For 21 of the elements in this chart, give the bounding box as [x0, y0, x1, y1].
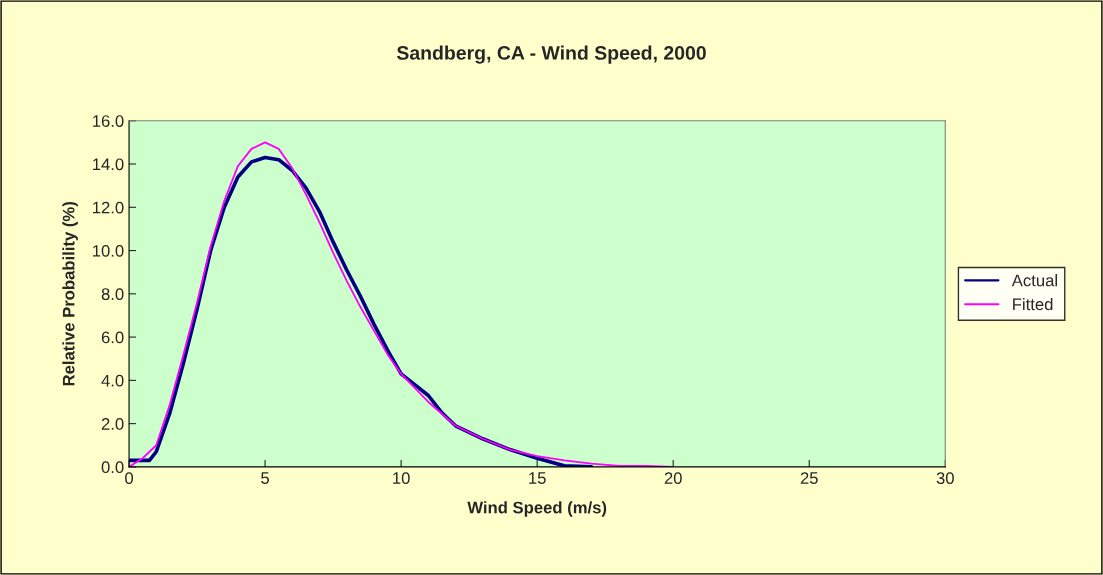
x-tick-label: 10 [393, 472, 410, 484]
y-tick-label: 10.0 [93, 244, 124, 257]
y-tick-label: 6.0 [101, 331, 124, 344]
x-tick-label: 20 [664, 472, 682, 484]
y-tick-label: 12.0 [93, 201, 124, 214]
y-tick-label: 2.0 [101, 418, 124, 430]
x-axis-title: Wind Speed (m/s) [467, 501, 607, 517]
x-tick-label: 30 [936, 472, 954, 484]
x-tick-label: 5 [261, 472, 270, 484]
legend-label: Fitted [1013, 297, 1053, 311]
y-axis-title: Relative Probability (%) [62, 202, 78, 386]
y-tick-label: 14.0 [93, 158, 124, 171]
y-tick-label: 0.0 [101, 461, 124, 474]
legend-label: Actual [1011, 274, 1057, 287]
x-tick-label: 0 [125, 472, 134, 484]
chart-title: Sandberg, CA - Wind Speed, 2000 [396, 45, 706, 64]
y-tick-label: 16.0 [93, 115, 124, 127]
y-tick-label: 8.0 [101, 288, 124, 301]
y-tick-label: 4.0 [101, 374, 124, 387]
x-tick-label: 25 [800, 472, 818, 484]
x-tick-label: 15 [529, 472, 546, 484]
